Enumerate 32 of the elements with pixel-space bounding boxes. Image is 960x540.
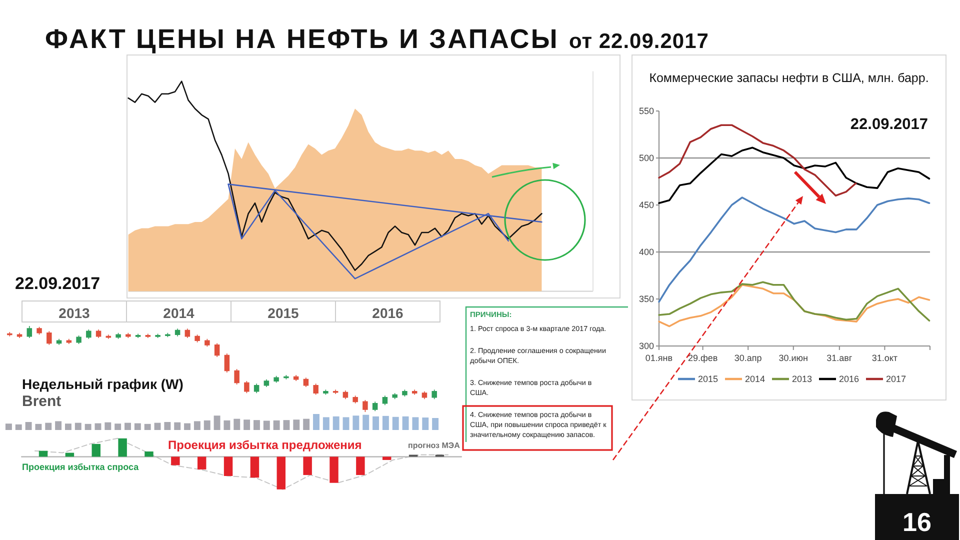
y-tick-label: 550 — [638, 106, 654, 116]
legend-label: 2013 — [792, 374, 812, 384]
legend-label: 2015 — [698, 374, 718, 384]
x-tick-label: 29.фев — [688, 353, 718, 363]
text: Brent — [22, 393, 62, 410]
text: 16 — [902, 507, 932, 537]
legend-label: 2016 — [839, 374, 860, 384]
text: ФАКТ ЦЕНЫ НА НЕФТЬ И ЗАПАСЫ — [45, 24, 559, 54]
text: 2015 — [268, 305, 300, 321]
x-tick-label: 31.окт — [872, 353, 898, 363]
annotation: 22.09.2017 — [850, 116, 928, 133]
text: от 22.09.2017 — [568, 30, 709, 53]
y-tick-label: 300 — [638, 341, 654, 351]
x-tick-label: 30.июн — [778, 353, 808, 363]
text: 22.09.2017 — [15, 274, 100, 293]
text: Недельный график (W) — [22, 376, 184, 392]
text: 2016 — [372, 305, 404, 321]
annotation: прогноз МЭА — [408, 441, 460, 450]
annotation: Проекция избытка спроса — [22, 462, 140, 472]
x-tick-label: 01.янв — [645, 353, 673, 363]
annotation: Проекция избытка предложения — [168, 438, 362, 452]
y-tick-label: 450 — [638, 200, 654, 210]
y-tick-label: 500 — [638, 153, 654, 163]
x-tick-label: 30.апр — [734, 353, 762, 363]
text: 2013 — [58, 305, 90, 321]
legend-label: 2014 — [745, 374, 766, 384]
y-tick-label: 400 — [638, 247, 654, 257]
legend-label: 2017 — [886, 374, 906, 384]
x-tick-label: 31.авг — [826, 353, 853, 363]
y-tick-label: 350 — [638, 294, 654, 304]
chart-title: Коммерческие запасы нефти в США, млн. барр. — [649, 71, 929, 85]
text: 2014 — [163, 305, 195, 321]
